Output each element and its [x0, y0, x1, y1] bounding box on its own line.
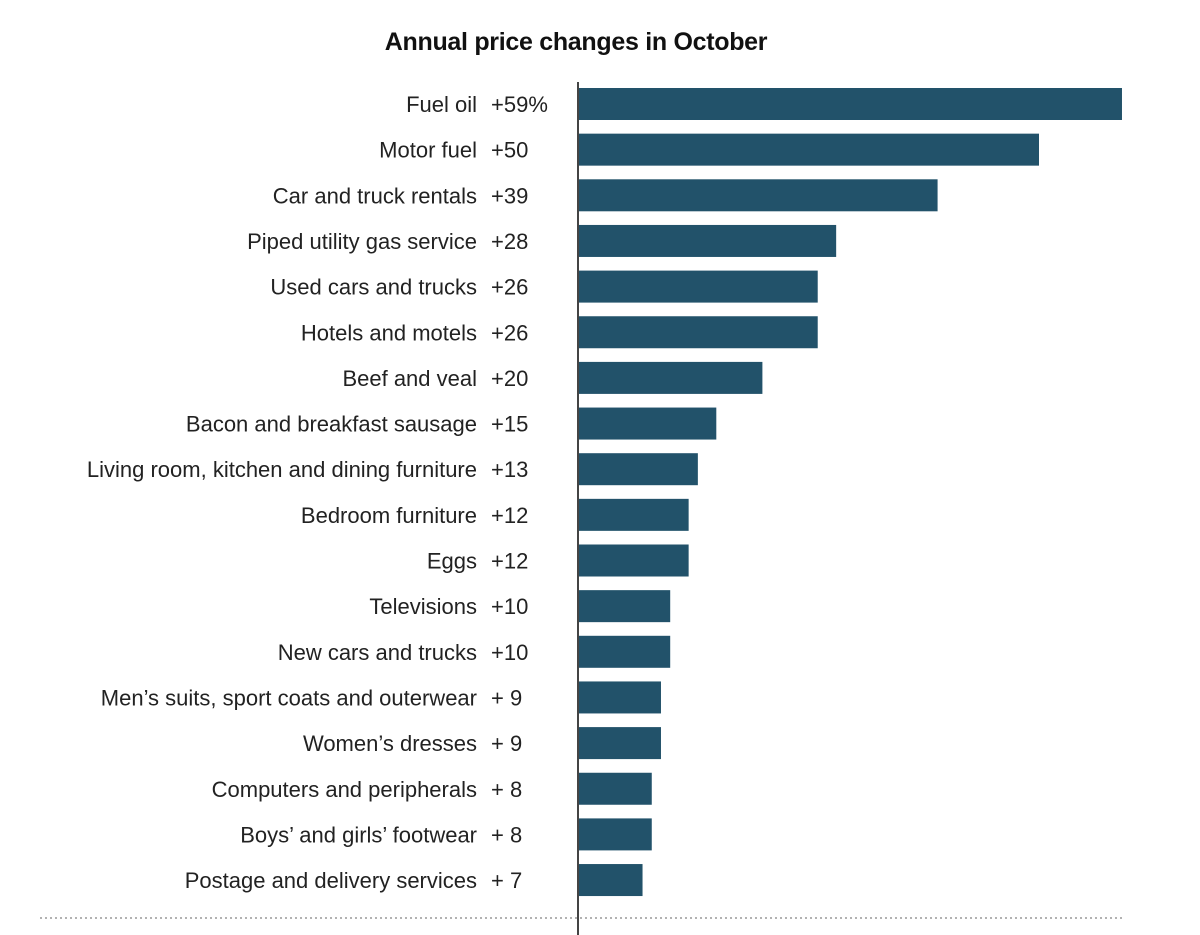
- value-label: +39: [491, 183, 528, 208]
- bar: [578, 224, 837, 257]
- category-label: Postage and delivery services: [185, 868, 477, 893]
- category-label: Computers and peripherals: [212, 777, 477, 802]
- bar: [578, 544, 689, 577]
- bar: [578, 133, 1039, 166]
- bar: [578, 818, 652, 851]
- value-label: +26: [491, 320, 528, 345]
- value-label: +10: [491, 594, 528, 619]
- category-label: Used cars and trucks: [270, 275, 477, 300]
- value-label: +12: [491, 549, 528, 574]
- value-label: +20: [491, 366, 528, 391]
- bar: [578, 590, 671, 623]
- category-label: Bacon and breakfast sausage: [186, 412, 477, 437]
- bar: [578, 361, 763, 394]
- chart-title: Annual price changes in October: [384, 28, 768, 56]
- bar: [578, 453, 698, 486]
- value-label: + 9: [491, 685, 522, 710]
- value-label: +13: [491, 457, 528, 482]
- category-label: Motor fuel: [379, 138, 477, 163]
- category-label: Fuel oil: [406, 92, 477, 117]
- category-label: Televisions: [369, 594, 477, 619]
- category-label: Women’s dresses: [303, 731, 477, 756]
- bar: [578, 270, 818, 303]
- category-label: Hotels and motels: [301, 320, 477, 345]
- value-label: +59%: [491, 92, 548, 117]
- bar: [578, 727, 661, 760]
- category-label: Beef and veal: [342, 366, 477, 391]
- value-label: +28: [491, 229, 528, 254]
- value-label: +15: [491, 412, 528, 437]
- category-label: Bedroom furniture: [301, 503, 477, 528]
- category-label: Piped utility gas service: [247, 229, 477, 254]
- bar: [578, 681, 661, 714]
- value-label: + 8: [491, 822, 522, 847]
- bars-layer: [578, 88, 1122, 897]
- category-label: Car and truck rentals: [273, 183, 477, 208]
- category-label: Living room, kitchen and dining furnitur…: [87, 457, 477, 482]
- value-label: + 8: [491, 777, 522, 802]
- bar: [578, 316, 818, 349]
- category-label: Men’s suits, sport coats and outerwear: [101, 685, 477, 710]
- bar: [578, 498, 689, 531]
- value-label: +12: [491, 503, 528, 528]
- value-label: +26: [491, 275, 528, 300]
- value-label: + 9: [491, 731, 522, 756]
- bar: [578, 635, 671, 668]
- labels-layer: Fuel oil +59% Motor fuel +50 Car and truck r…: [87, 92, 548, 893]
- value-label: + 7: [491, 868, 522, 893]
- bar: [578, 864, 643, 897]
- bar: [578, 179, 938, 212]
- bar: [578, 88, 1122, 120]
- category-label: New cars and trucks: [278, 640, 477, 665]
- bar: [578, 407, 717, 440]
- category-label: Eggs: [427, 549, 477, 574]
- bar: [578, 772, 652, 805]
- value-label: +50: [491, 138, 528, 163]
- category-label: Boys’ and girls’ footwear: [240, 822, 477, 847]
- value-label: +10: [491, 640, 528, 665]
